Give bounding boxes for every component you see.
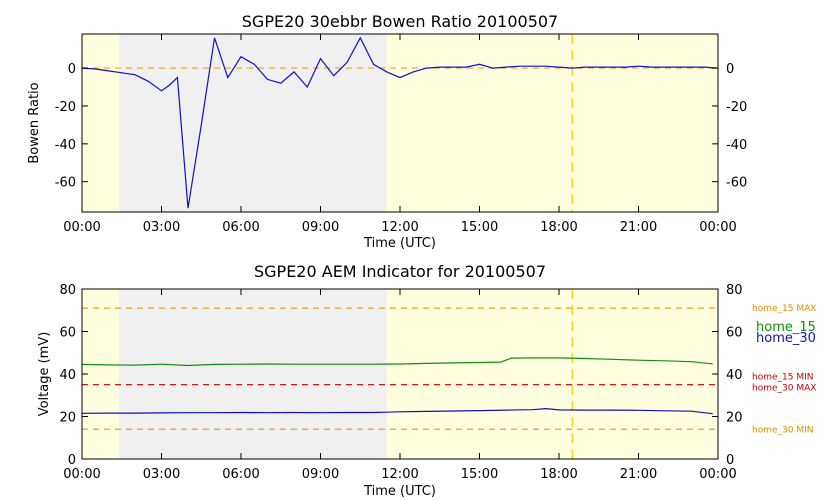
- c2-y-tick-label-right: 80: [726, 283, 743, 298]
- threshold-label-home-15-min: home_15 MIN: [752, 373, 813, 383]
- c1-x-tick-label: 12:00: [381, 220, 418, 235]
- aem-indicator-chart: SGPE20 AEM Indicator for 20100507 00:00 0…: [37, 262, 816, 499]
- bowen-y-axis-label: Bowen Ratio: [27, 82, 42, 163]
- c2-x-tick-label: 09:00: [302, 467, 339, 482]
- c1-y-tick-label-left: 0: [68, 62, 76, 77]
- c1-x-tick-label: 18:00: [540, 220, 577, 235]
- c2-y-tick-label-left: 0: [68, 453, 76, 468]
- legend-home-15: home_15: [756, 320, 816, 335]
- c2-line-home-15: [81, 357, 713, 367]
- c1-x-tick-label: 09:00: [302, 220, 339, 235]
- aem-background: [82, 289, 718, 459]
- aem-y-axis-label: Voltage (mV): [37, 332, 52, 417]
- threshold-label-home-30-min: home_30 MIN: [752, 425, 813, 435]
- bowen-reference-lines: [82, 34, 718, 212]
- c2-x-tick-label: 06:00: [222, 467, 259, 482]
- c2-y-tick-label-left: 20: [59, 411, 76, 426]
- bowen-chart-title: SGPE20 30ebbr Bowen Ratio 20100507: [242, 12, 558, 31]
- c2-x-tick-label: 00:00: [63, 467, 100, 482]
- c2-y-tick-label-right: 40: [726, 368, 743, 383]
- c1-x-tick-label: 06:00: [222, 220, 259, 235]
- c1-x-tick-label: 00:00: [63, 220, 100, 235]
- bowen-background: [82, 34, 718, 212]
- bowen-y-axis: 0 0 -20 -20 -40 -40 -60 -60: [55, 62, 747, 191]
- c2-x-tick-label: 12:00: [381, 467, 418, 482]
- c1-y-tick-label-right: -20: [726, 100, 747, 115]
- c1-y-tick-label-left: -60: [55, 176, 76, 191]
- c2-y-tick-label-left: 60: [59, 326, 76, 341]
- c2-x-tick-label: 18:00: [540, 467, 577, 482]
- c1-x-tick-label: 21:00: [620, 220, 657, 235]
- c1-y-tick-label-right: -40: [726, 138, 747, 153]
- threshold-label-home-15-max: home_15 MAX: [752, 304, 816, 314]
- aem-series: [81, 357, 713, 415]
- c1-x-tick-label: 00:00: [699, 220, 736, 235]
- c2-x-tick-label: 03:00: [143, 467, 180, 482]
- aem-reference-lines: [82, 289, 718, 459]
- c2-y-tick-label-right: 0: [726, 453, 734, 468]
- c1-night-shading: [119, 34, 387, 212]
- threshold-label-home-30-max: home_30 MAX: [752, 384, 816, 394]
- bowen-series: [81, 36, 719, 209]
- c2-x-tick-label: 21:00: [620, 467, 657, 482]
- bowen-x-axis: 00:00 03:00 06:00 09:00 12:00 15:00 18:00 21:00…: [63, 34, 737, 235]
- c2-y-tick-label-left: 80: [59, 283, 76, 298]
- c1-x-tick-label: 15:00: [461, 220, 498, 235]
- c1-line-series-0: [81, 36, 719, 209]
- legend-home-30: home_30: [756, 331, 816, 346]
- aem-chart-title: SGPE20 AEM Indicator for 20100507: [254, 262, 546, 281]
- c2-y-tick-label-right: 20: [726, 411, 743, 426]
- c1-y-tick-label-left: -40: [55, 138, 76, 153]
- aem-y-axis: 0 0 20 20 40 40 60 60 80 80: [59, 283, 742, 468]
- c2-night-shading: [119, 289, 387, 459]
- c2-y-tick-label-left: 40: [59, 368, 76, 383]
- c1-y-tick-label-right: -60: [726, 176, 747, 191]
- bowen-ratio-chart: SGPE20 30ebbr Bowen Ratio 20100507 00:00…: [27, 12, 747, 251]
- c2-y-tick-label-right: 60: [726, 326, 743, 341]
- bowen-x-axis-label: Time (UTC): [363, 236, 436, 251]
- c1-y-tick-label-right: 0: [726, 62, 734, 77]
- aem-x-axis-label: Time (UTC): [363, 484, 436, 499]
- c1-y-tick-label-left: -20: [55, 100, 76, 115]
- c1-x-tick-label: 03:00: [143, 220, 180, 235]
- c2-line-home-30: [81, 407, 713, 415]
- c2-x-tick-label: 15:00: [461, 467, 498, 482]
- c2-x-tick-label: 00:00: [699, 467, 736, 482]
- aem-x-axis: 00:00 03:00 06:00 09:00 12:00 15:00 18:00 21:00…: [63, 289, 737, 482]
